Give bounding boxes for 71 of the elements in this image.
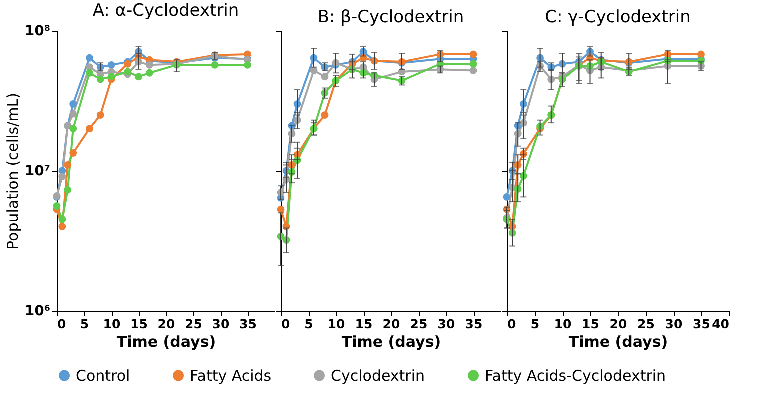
x-tick-label: 35 [240, 316, 257, 332]
y-tick-label: 10⁸ [24, 24, 50, 40]
x-tick-label: 40 [712, 316, 730, 332]
point [503, 193, 511, 201]
legend-label: Cyclodextrin [331, 366, 426, 385]
point [64, 162, 72, 169]
point [277, 206, 285, 214]
x-tick-label: 20 [610, 316, 628, 332]
legend-label: Control [76, 366, 130, 385]
point [211, 61, 219, 69]
x-tick-label: 10 [328, 316, 346, 332]
point [64, 186, 72, 194]
point [146, 61, 154, 69]
y-tick-label: 10⁶ [24, 304, 50, 320]
point [321, 112, 329, 119]
point [86, 54, 94, 62]
x-tick-label: 10 [103, 316, 121, 332]
point [70, 100, 78, 108]
x-tick-label: 15 [130, 316, 148, 332]
point [53, 202, 61, 210]
y-axis-title: Population (cells/mL) [4, 93, 22, 250]
point [96, 76, 104, 84]
point [86, 69, 94, 77]
point [321, 73, 329, 81]
x-tick-label: 15 [582, 316, 600, 332]
point [86, 125, 94, 133]
point [135, 73, 142, 81]
x-tick-label: 25 [185, 316, 202, 332]
x-tick-label: 5 [530, 316, 540, 332]
point [470, 67, 478, 74]
x-tick-label: 0 [282, 316, 290, 332]
point [70, 110, 78, 118]
point [58, 223, 66, 230]
point [58, 216, 66, 224]
point [124, 68, 132, 76]
x-tick-label: 10 [554, 316, 572, 332]
point [70, 150, 78, 157]
x-tick-label: 0 [58, 316, 66, 332]
chart-title: C: γ-Cyclodextrin [545, 8, 691, 28]
y-tick-label: 10⁷ [24, 164, 50, 180]
x-tick-label: 30 [665, 316, 683, 332]
x-tick-label: 5 [304, 316, 314, 332]
x-axis-title: Time (days) [116, 333, 216, 351]
x-tick-label: 5 [80, 316, 90, 332]
legend-label: Fatty Acids [190, 366, 272, 385]
x-tick-label: 15 [355, 316, 373, 332]
chart-title: A: α-Cyclodextrin [92, 1, 240, 21]
chart-title: B: β-Cyclodextrin [318, 8, 464, 28]
point [108, 73, 116, 81]
x-tick-label: 25 [638, 316, 655, 332]
x-axis-title: Time (days) [568, 333, 668, 351]
point [146, 69, 154, 77]
point [96, 112, 104, 119]
x-axis-title: Time (days) [342, 333, 442, 351]
x-tick-label: 20 [382, 316, 400, 332]
x-tick-label: 30 [438, 316, 456, 332]
legend-label: Fatty Acids-Cyclodextrin [485, 366, 666, 385]
point [470, 60, 478, 68]
x-tick-label: 30 [212, 316, 230, 332]
point [108, 61, 116, 69]
x-tick-label: 20 [158, 316, 176, 332]
x-tick-label: 35 [465, 316, 483, 332]
point [58, 173, 66, 180]
x-tick-label: 0 [508, 316, 516, 332]
point [470, 50, 478, 58]
point [244, 61, 252, 69]
x-tick-label: 35 [693, 316, 710, 332]
point [698, 50, 705, 58]
point [70, 125, 78, 133]
point [310, 67, 318, 74]
x-tick-label: 25 [410, 316, 428, 332]
